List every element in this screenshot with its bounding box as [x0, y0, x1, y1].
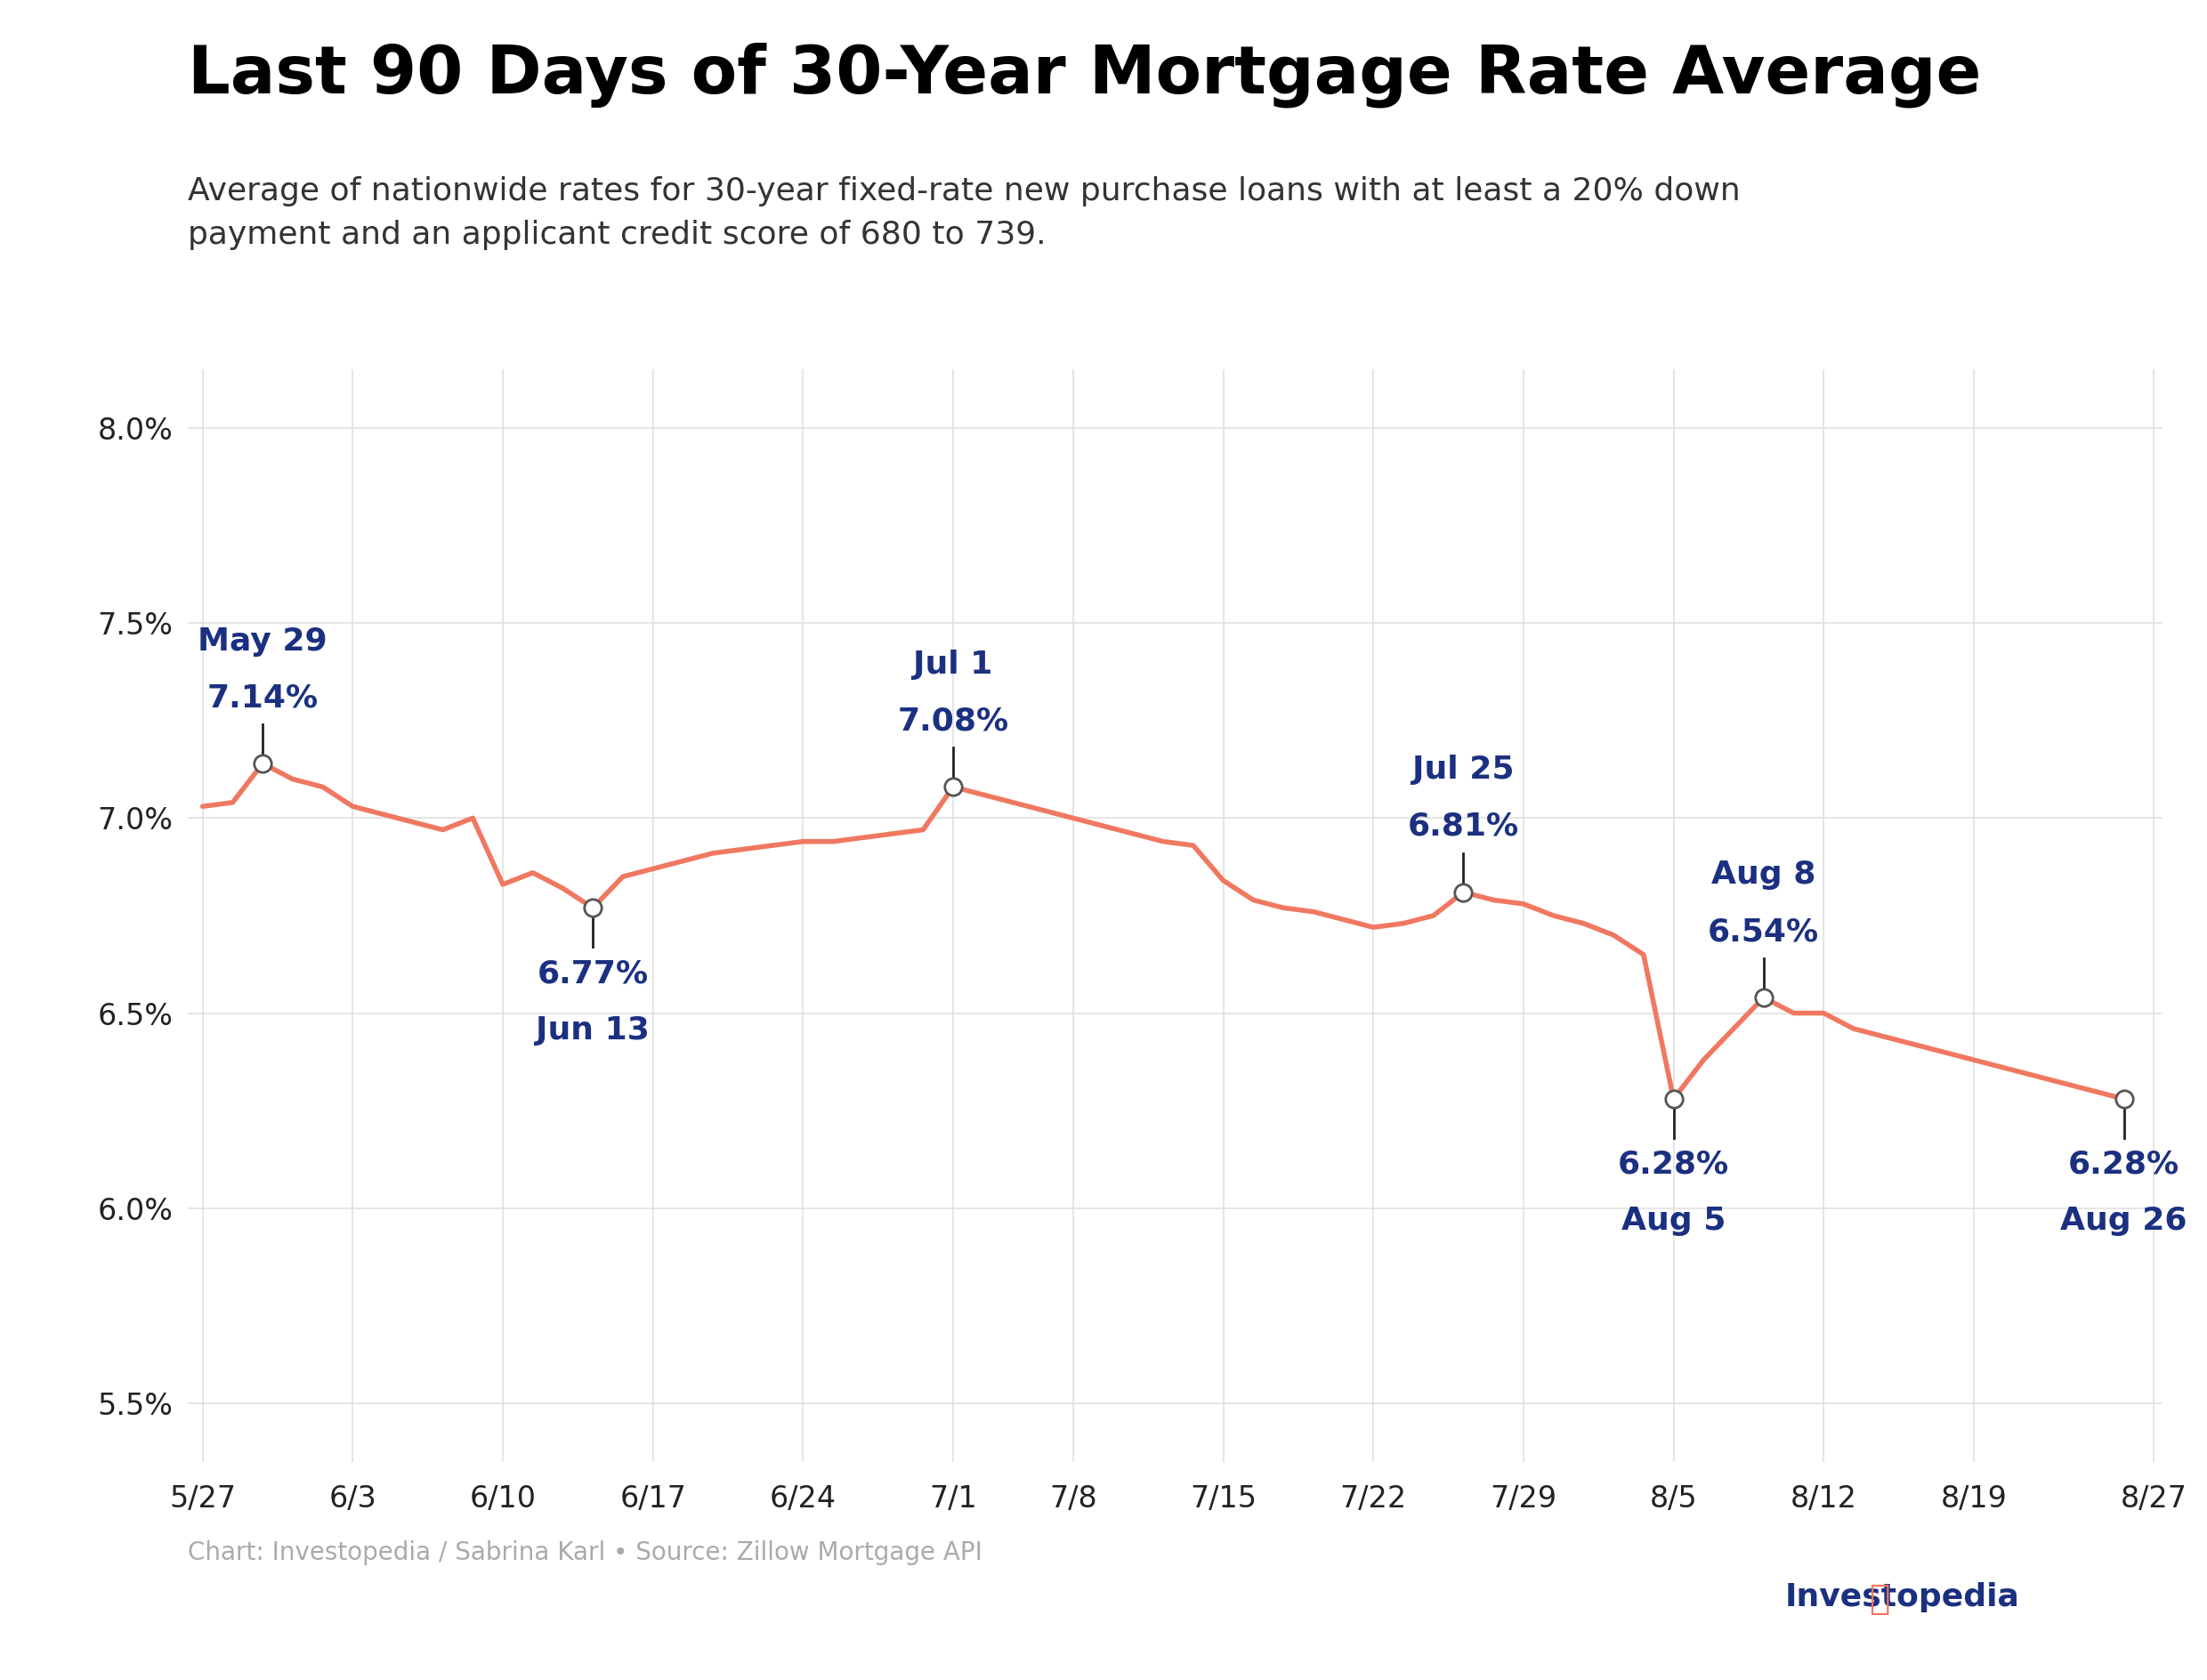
Text: 6.81%: 6.81% [1408, 811, 1518, 842]
Text: 7.08%: 7.08% [898, 706, 1009, 736]
Text: Aug 5: Aug 5 [1622, 1206, 1726, 1236]
Text: Jun 13: Jun 13 [536, 1015, 649, 1045]
Text: Chart: Investopedia / Sabrina Karl • Source: Zillow Mortgage API: Chart: Investopedia / Sabrina Karl • Sou… [188, 1541, 982, 1566]
Text: 6.28%: 6.28% [1618, 1149, 1730, 1179]
Text: 6.77%: 6.77% [536, 959, 649, 990]
Text: Aug 8: Aug 8 [1710, 860, 1816, 890]
Text: Last 90 Days of 30-Year Mortgage Rate Average: Last 90 Days of 30-Year Mortgage Rate Av… [188, 42, 1982, 108]
Text: 6.54%: 6.54% [1708, 917, 1819, 948]
Text: May 29: May 29 [199, 627, 327, 657]
Text: 7.14%: 7.14% [207, 682, 318, 712]
Text: Jul 1: Jul 1 [914, 650, 993, 680]
Text: Aug 26: Aug 26 [2061, 1206, 2187, 1236]
Text: 6.28%: 6.28% [2068, 1149, 2181, 1179]
Text: ⦿: ⦿ [1869, 1583, 1889, 1616]
Text: Average of nationwide rates for 30-year fixed-rate new purchase loans with at le: Average of nationwide rates for 30-year … [188, 176, 1741, 250]
Text: Investopedia: Investopedia [1785, 1583, 2019, 1613]
Text: Jul 25: Jul 25 [1412, 754, 1514, 785]
